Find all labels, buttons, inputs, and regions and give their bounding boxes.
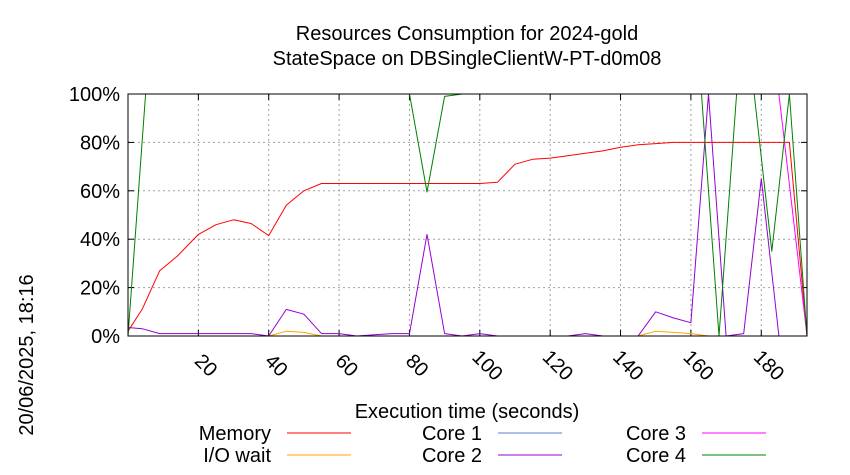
gridlines bbox=[128, 94, 807, 336]
chart-subtitle: StateSpace on DBSingleClientW-PT-d0m08 bbox=[273, 48, 662, 70]
legend-item-i-o-wait: I/O wait bbox=[203, 445, 351, 467]
x-tick-label: 140 bbox=[608, 346, 647, 385]
y-tick-label: 0% bbox=[91, 326, 120, 348]
legend-label: Core 4 bbox=[626, 445, 686, 467]
series-line-memory bbox=[127, 141, 808, 337]
x-tick-label: 80 bbox=[401, 350, 432, 381]
x-axis-label: Execution time (seconds) bbox=[355, 401, 580, 423]
x-tick-label: 20 bbox=[190, 350, 221, 381]
legend-item-core-2: Core 2 bbox=[422, 445, 562, 467]
x-tick-label: 160 bbox=[679, 346, 718, 385]
chart-title: Resources Consumption for 2024-gold bbox=[296, 23, 638, 45]
legend-label: Core 3 bbox=[626, 423, 686, 445]
x-tick-label: 100 bbox=[467, 346, 506, 385]
x-tick-label: 40 bbox=[260, 350, 291, 381]
legend-item-memory: Memory bbox=[199, 423, 351, 445]
legend-label: Core 2 bbox=[422, 445, 482, 467]
y-tick-label: 40% bbox=[80, 229, 120, 251]
legend-label: I/O wait bbox=[203, 445, 271, 467]
legend-label: Memory bbox=[199, 423, 271, 445]
y-tick-label: 100% bbox=[69, 84, 120, 106]
legend-item-core-3: Core 3 bbox=[626, 423, 766, 445]
side-timestamp-label: 20/06/2025, 18:16 bbox=[16, 274, 38, 435]
series-lines bbox=[127, 93, 808, 337]
legend-label: Core 1 bbox=[422, 423, 482, 445]
plot-frame bbox=[127, 93, 808, 337]
series-line-core-2 bbox=[127, 93, 807, 337]
legend-item-core-1: Core 1 bbox=[422, 423, 562, 445]
x-tick-label: 180 bbox=[749, 346, 788, 385]
legend-item-core-4: Core 4 bbox=[626, 445, 766, 467]
x-tick-label: 120 bbox=[538, 346, 577, 385]
y-tick-label: 60% bbox=[80, 181, 120, 203]
y-axis: 0% 20% 40% 60% 80% 100% bbox=[69, 84, 807, 348]
y-tick-label: 20% bbox=[80, 278, 120, 300]
y-tick-label: 80% bbox=[80, 132, 120, 154]
x-tick-label: 60 bbox=[331, 350, 362, 381]
series-line-core-4 bbox=[127, 93, 808, 337]
